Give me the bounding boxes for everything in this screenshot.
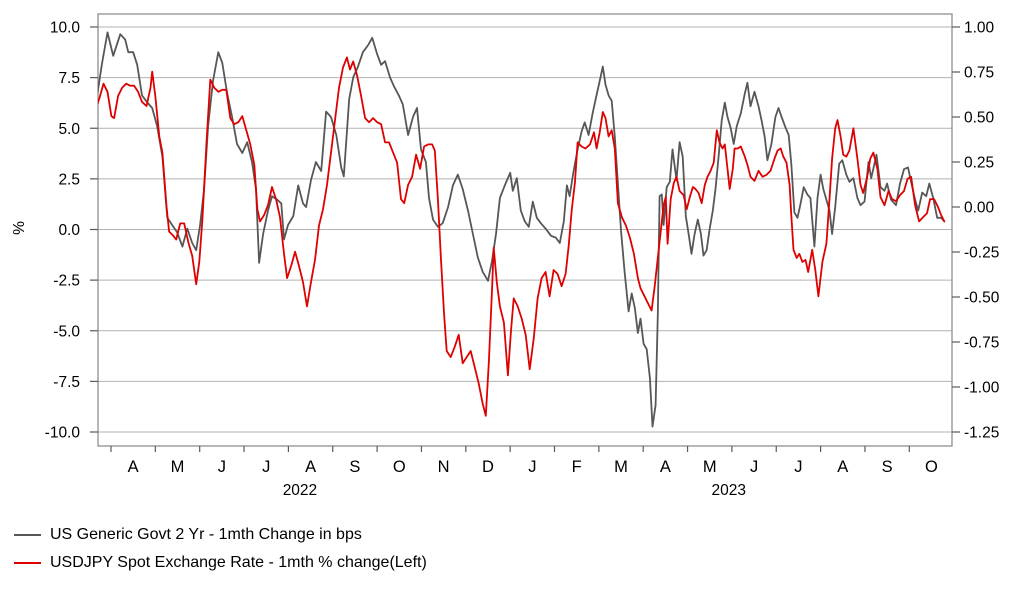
x-axis-month-label: S bbox=[882, 458, 893, 476]
legend-item-usdjpy: USDJPY Spot Exchange Rate - 1mth % chang… bbox=[14, 550, 427, 576]
x-axis-month-label: A bbox=[837, 458, 848, 476]
x-axis-month-label: A bbox=[305, 458, 316, 476]
left-axis-tick-label: -10.0 bbox=[45, 425, 81, 442]
x-axis-month-label: S bbox=[349, 458, 360, 476]
gray-line-swatch bbox=[14, 534, 41, 536]
left-axis-tick-label: 0.0 bbox=[58, 222, 80, 239]
x-axis-month-label: J bbox=[262, 458, 270, 476]
right-axis-tick-label: 0.25 bbox=[964, 155, 994, 172]
right-axis-tick-label: -1.00 bbox=[964, 380, 1000, 397]
left-axis-tick-label: 10.0 bbox=[50, 20, 81, 37]
x-axis-month-label: A bbox=[128, 458, 139, 476]
x-axis-month-label: O bbox=[393, 458, 406, 476]
right-axis-tick-label: 0.75 bbox=[964, 65, 994, 82]
x-axis-month-label: O bbox=[925, 458, 938, 476]
x-axis-month-label: J bbox=[794, 458, 802, 476]
red-line-swatch bbox=[14, 562, 41, 564]
x-axis-month-label: J bbox=[750, 458, 758, 476]
right-axis-tick-label: -0.50 bbox=[964, 290, 1000, 307]
legend-label-us-govt-2yr: US Generic Govt 2 Yr - 1mth Change in bp… bbox=[50, 526, 362, 543]
legend-item-us-govt-2yr: US Generic Govt 2 Yr - 1mth Change in bp… bbox=[14, 522, 362, 548]
x-axis-month-label: M bbox=[703, 458, 717, 476]
x-axis-month-label: N bbox=[438, 458, 450, 476]
right-axis-tick-label: 0.50 bbox=[964, 110, 995, 127]
x-axis-month-label: J bbox=[218, 458, 226, 476]
left-axis-tick-label: -5.0 bbox=[53, 323, 80, 340]
x-axis-year-label: 2022 bbox=[283, 482, 317, 499]
series-line-usdjpy bbox=[98, 56, 946, 417]
x-axis-month-label: A bbox=[660, 458, 671, 476]
x-axis-month-label: J bbox=[528, 458, 536, 476]
x-axis-month-label: F bbox=[572, 458, 582, 476]
left-axis-tick-label: 2.5 bbox=[58, 171, 80, 188]
x-axis-month-label: M bbox=[614, 458, 628, 476]
left-axis-tick-label: -7.5 bbox=[53, 374, 80, 391]
x-axis-month-label: D bbox=[482, 458, 494, 476]
right-axis-tick-label: -0.25 bbox=[964, 245, 999, 262]
left-axis-title: % bbox=[11, 221, 28, 235]
left-axis-tick-label: 5.0 bbox=[58, 121, 80, 138]
series-line-us-govt-2yr bbox=[98, 31, 946, 428]
right-axis-tick-label: -0.75 bbox=[964, 335, 999, 352]
series-group bbox=[98, 31, 946, 428]
legend-label-usdjpy: USDJPY Spot Exchange Rate - 1mth % chang… bbox=[50, 554, 427, 571]
x-axis-month-label: M bbox=[171, 458, 185, 476]
right-axis-tick-label: 1.00 bbox=[964, 20, 995, 37]
right-axis-tick-label: 0.00 bbox=[964, 200, 995, 217]
x-axis-year-label: 2023 bbox=[712, 482, 746, 499]
right-axis-tick-label: -1.25 bbox=[964, 425, 999, 442]
left-axis-tick-label: 7.5 bbox=[58, 70, 80, 87]
left-axis-tick-label: -2.5 bbox=[53, 273, 80, 290]
